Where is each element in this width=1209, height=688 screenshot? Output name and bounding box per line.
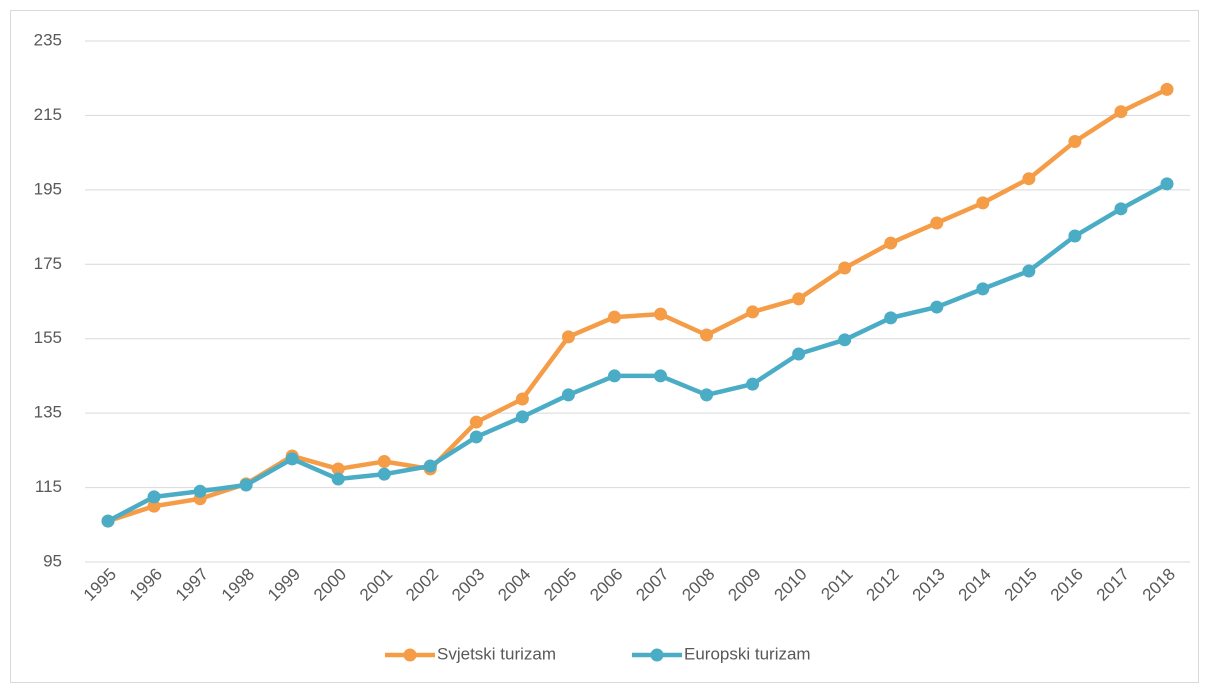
point bbox=[469, 430, 483, 444]
y-tick-label: 135 bbox=[34, 403, 62, 422]
point bbox=[147, 490, 161, 504]
point bbox=[193, 484, 207, 498]
point bbox=[884, 311, 898, 325]
point bbox=[515, 392, 529, 406]
point bbox=[469, 415, 483, 429]
point bbox=[561, 388, 575, 402]
point bbox=[700, 328, 714, 342]
point bbox=[1160, 177, 1174, 191]
line bbox=[107, 87, 1168, 524]
point bbox=[607, 369, 621, 383]
legend-marker bbox=[403, 648, 417, 662]
y-tick-label: 215 bbox=[34, 105, 62, 124]
chart-border bbox=[10, 10, 1199, 683]
point bbox=[838, 333, 852, 347]
point bbox=[331, 472, 345, 486]
point bbox=[1114, 105, 1128, 119]
point bbox=[515, 410, 529, 424]
y-tick-label: 175 bbox=[34, 254, 62, 273]
y-tick-label: 235 bbox=[34, 30, 62, 49]
point bbox=[285, 452, 299, 466]
point bbox=[884, 236, 898, 250]
y-tick-label: 95 bbox=[43, 551, 62, 570]
legend-marker bbox=[650, 648, 664, 662]
point bbox=[654, 369, 668, 383]
point bbox=[423, 459, 437, 473]
legend-label: Europski turizam bbox=[684, 644, 811, 663]
point bbox=[930, 216, 944, 230]
legend-label: Svjetski turizam bbox=[437, 644, 556, 663]
point bbox=[930, 300, 944, 314]
y-tick-label: 155 bbox=[34, 328, 62, 347]
point bbox=[976, 282, 990, 296]
point bbox=[607, 310, 621, 324]
point bbox=[838, 261, 852, 275]
y-tick-label: 195 bbox=[34, 179, 62, 198]
point bbox=[147, 499, 161, 513]
point bbox=[792, 292, 806, 306]
point bbox=[239, 478, 253, 492]
point bbox=[1022, 264, 1036, 278]
point bbox=[746, 377, 760, 391]
point bbox=[101, 514, 115, 528]
point bbox=[377, 467, 391, 481]
point bbox=[654, 307, 668, 321]
point bbox=[976, 196, 990, 210]
point bbox=[377, 455, 391, 469]
point bbox=[1114, 202, 1128, 216]
point bbox=[561, 330, 575, 344]
point bbox=[746, 305, 760, 319]
y-tick-label: 115 bbox=[35, 477, 62, 496]
point bbox=[700, 388, 714, 402]
point bbox=[1160, 82, 1174, 96]
line bbox=[106, 181, 1169, 524]
point bbox=[792, 347, 806, 361]
point bbox=[1068, 229, 1082, 243]
point bbox=[1068, 134, 1082, 148]
point bbox=[1022, 172, 1036, 186]
point bbox=[331, 462, 345, 476]
